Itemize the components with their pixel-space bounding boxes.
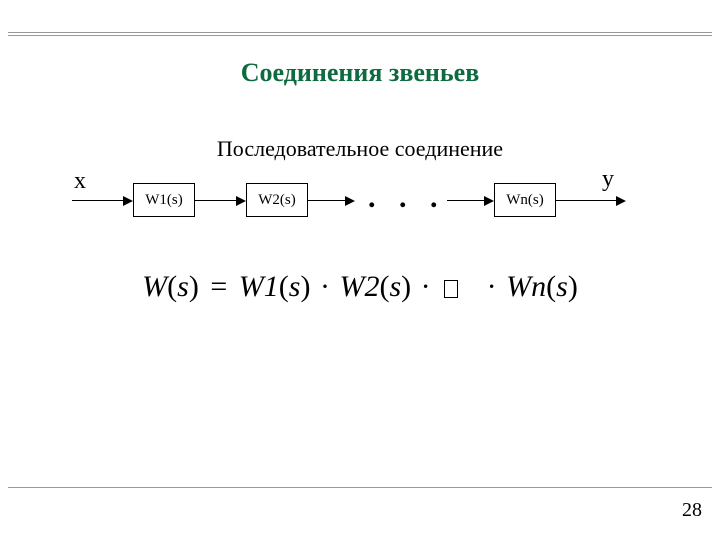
formula-wn: Wn <box>506 270 546 303</box>
arrow-head <box>616 196 626 206</box>
bottom-rule <box>8 487 712 488</box>
formula-placeholder-box <box>444 280 458 298</box>
arrow-line <box>308 200 347 201</box>
formula-lhs-s: s <box>177 270 189 303</box>
formula: W(s) = W1(s) · W2(s) · · Wn(s) <box>0 270 720 304</box>
formula-w2: W2 <box>339 270 379 303</box>
page-title: Соединения звеньев <box>0 58 720 88</box>
arrow-head <box>345 196 355 206</box>
arrow-head <box>484 196 494 206</box>
page-number: 28 <box>682 499 702 522</box>
block-w2: W2(s) <box>246 183 308 217</box>
arrow-line <box>556 200 618 201</box>
block-w1: W1(s) <box>133 183 195 217</box>
ellipsis: . . . <box>368 181 446 215</box>
arrow-line <box>447 200 486 201</box>
input-label: x <box>74 168 86 195</box>
subtitle: Последовательное соединение <box>0 136 720 162</box>
arrow-line <box>72 200 125 201</box>
formula-w1: W1 <box>239 270 279 303</box>
arrow-head <box>236 196 246 206</box>
output-label: y <box>602 166 614 193</box>
arrow-line <box>195 200 238 201</box>
formula-lhs-W: W <box>142 270 167 303</box>
arrow-head <box>123 196 133 206</box>
block-wn: Wn(s) <box>494 183 556 217</box>
top-rule <box>8 32 712 36</box>
block-diagram: x W1(s) W2(s) . . . Wn(s) y <box>60 170 635 230</box>
